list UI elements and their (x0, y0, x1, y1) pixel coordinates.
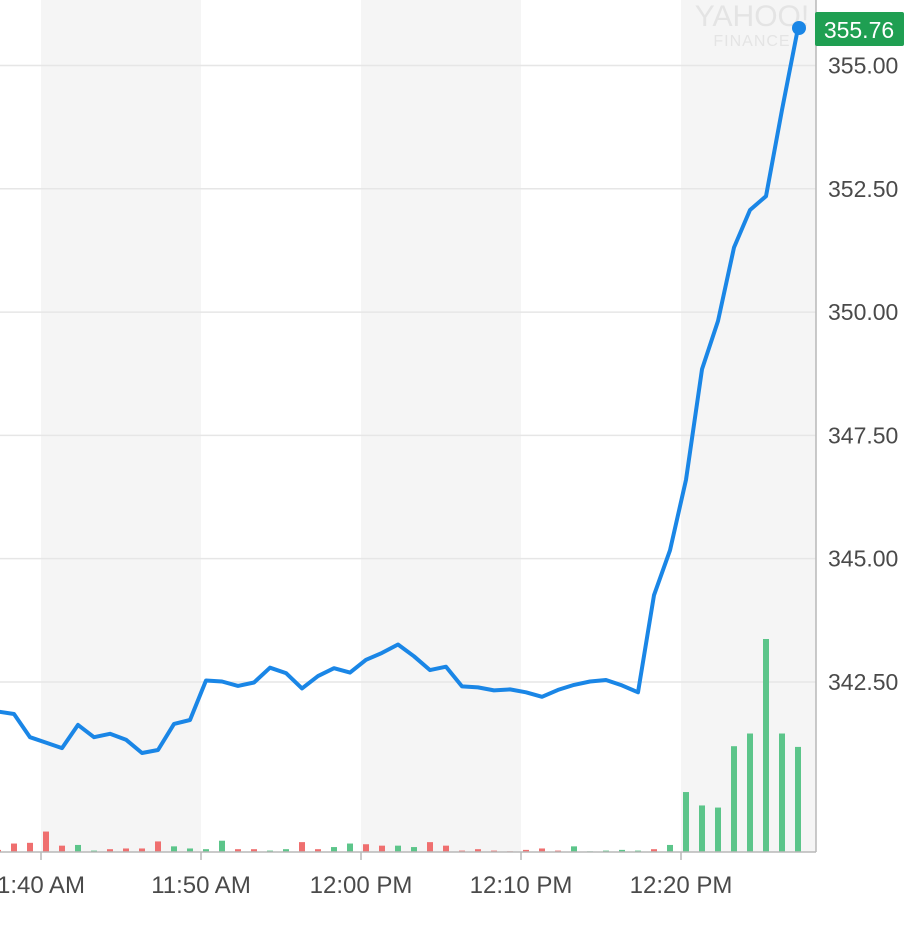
volume-bar (299, 842, 305, 852)
volume-bar (363, 844, 369, 852)
volume-bar (715, 807, 721, 852)
time-bands (41, 0, 816, 852)
volume-bar (11, 843, 17, 852)
volume-bar (155, 841, 161, 852)
volume-bar (795, 746, 801, 852)
volume-bar (619, 849, 625, 852)
volume-bar (27, 842, 33, 852)
x-tick-label: 12:10 PM (470, 872, 573, 899)
volume-bar (443, 845, 449, 852)
volume-bar (139, 848, 145, 852)
y-tick-label: 350.00 (828, 299, 898, 325)
volume-bar (0, 849, 1, 852)
watermark-line2: FINANCE (713, 33, 790, 50)
volume-bar (235, 849, 241, 852)
volume-bar (651, 849, 657, 852)
volume-bar (539, 848, 545, 852)
price-line (0, 26, 800, 755)
volume-bar (219, 840, 225, 852)
volume-bar (43, 831, 49, 852)
volume-bar (331, 847, 337, 852)
last-price-badge (815, 12, 904, 46)
volume-bar (379, 845, 385, 852)
volume-bar (667, 844, 673, 852)
volume-bar (571, 846, 577, 852)
volume-bar (747, 733, 753, 852)
volume-bars (0, 639, 801, 852)
y-tick-label: 355.00 (828, 52, 898, 78)
watermark-line1: YAHOO! (695, 0, 809, 33)
volume-bar (699, 805, 705, 852)
volume-bar (251, 849, 257, 852)
time-band (681, 0, 816, 852)
volume-bar (171, 846, 177, 852)
x-tick-label: 11:50 AM (151, 872, 251, 899)
x-axis-labels: 1:40 AM 11:50 AM 12:00 PM 12:10 PM 12:20 PM (0, 872, 732, 899)
yahoo-finance-watermark: YAHOO! FINANCE (695, 0, 809, 50)
time-band (361, 0, 521, 852)
volume-bar (475, 849, 481, 852)
volume-bar (107, 849, 113, 852)
volume-bar (395, 845, 401, 852)
y-tick-label: 342.50 (828, 669, 898, 695)
volume-bar (683, 792, 689, 852)
x-tick-label: 12:00 PM (310, 872, 413, 899)
horizontal-gridlines (0, 64, 816, 683)
y-tick-label: 352.50 (828, 176, 898, 202)
volume-bar (59, 845, 65, 852)
volume-bar (411, 847, 417, 852)
volume-bar (187, 848, 193, 852)
volume-bar (123, 848, 129, 852)
volume-bar (523, 849, 529, 852)
volume-bar (763, 639, 769, 852)
volume-bar (75, 844, 81, 852)
volume-bar (283, 849, 289, 852)
x-tick-label: 12:20 PM (630, 872, 733, 899)
y-tick-label: 347.50 (828, 422, 898, 448)
volume-bar (427, 842, 433, 852)
last-price-point (792, 21, 806, 35)
x-tick-marks (40, 852, 682, 860)
volume-bar (315, 849, 321, 852)
y-tick-label: 345.00 (828, 546, 898, 572)
time-band (41, 0, 201, 852)
x-tick-label: 1:40 AM (0, 872, 85, 899)
volume-bar (203, 849, 209, 852)
volume-bar (347, 843, 353, 852)
volume-bar (731, 746, 737, 852)
y-axis-labels: 342.50 345.00 347.50 350.00 352.50 355.00 (828, 52, 898, 694)
last-price-label: 355.76 (824, 17, 894, 43)
volume-bar (779, 733, 785, 852)
